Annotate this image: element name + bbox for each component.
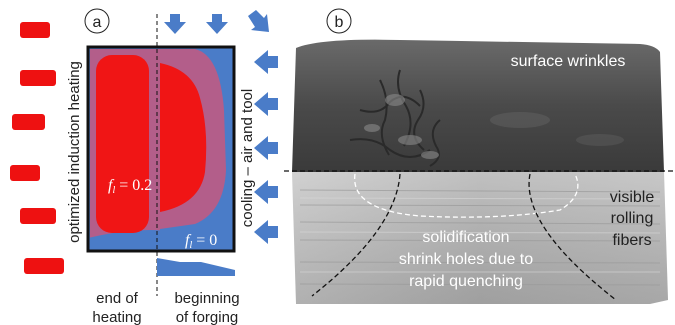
coil-block [10, 165, 40, 181]
rolling-fibers [299, 189, 661, 286]
coil-block [20, 22, 50, 38]
panel-a-label-circle [84, 8, 110, 34]
coil-block [20, 208, 56, 224]
left-arrow-icon [254, 220, 278, 244]
rolling-fibers-label-3: fibers [612, 232, 651, 249]
billet-bottom-wave [88, 230, 234, 251]
cooling-side-label: cooling – air and tool [239, 89, 256, 227]
panel-a: a fl = 0.2 [10, 8, 278, 325]
fraction-core-label: fl = 0.2 [108, 177, 152, 196]
rolling-fibers-label-1: visible [610, 189, 655, 206]
panel-b-label-circle [326, 8, 352, 34]
coil-block [12, 114, 45, 130]
down-arrow-icon [206, 14, 228, 34]
left-arrow-icon [254, 92, 278, 116]
forging-up-arrow-icon [157, 258, 235, 276]
panel-a-label: a [93, 14, 102, 31]
billet-outline [86, 45, 236, 253]
caption-end-of-heating-2: heating [92, 309, 141, 325]
shrink-holes-label-1: solidification [422, 229, 509, 246]
heating-side-label: optimized induction heating [66, 61, 83, 243]
liquid-core-right [160, 63, 207, 212]
billet-photo-top [292, 39, 664, 172]
surface-wrinkles-label: surface wrinkles [511, 53, 626, 70]
coil-block [24, 258, 64, 274]
diag-arrow-icon [248, 10, 269, 32]
panel-b-label: b [335, 14, 344, 31]
shrink-holes-label-2: shrink holes due to [399, 251, 533, 268]
left-arrow-icon [254, 50, 278, 74]
rolling-fibers-label-2: rolling [611, 210, 654, 227]
caption-beginning-of-forging-2: of forging [176, 309, 239, 325]
left-arrow-icon [254, 136, 278, 160]
panel-b: b surface wrinkles visible rolling fiber… [282, 8, 675, 325]
contour-left [311, 173, 401, 297]
fraction-edge-label: fl = 0 [185, 232, 217, 251]
induction-coils [10, 22, 64, 274]
left-arrow-icon [254, 180, 278, 204]
down-arrow-icon [164, 14, 186, 34]
right-cooling-arrows [254, 50, 278, 244]
shrink-hole-outline [354, 173, 579, 218]
caption-end-of-heating-1: end of [96, 290, 139, 307]
shrink-holes-label-3: rapid quenching [409, 273, 523, 290]
caption-beginning-of-forging-1: beginning [174, 290, 239, 307]
coil-block [20, 70, 56, 86]
liquid-core-left [96, 55, 149, 233]
surface-highlights [364, 94, 624, 159]
top-cooling-arrows [164, 10, 269, 34]
contour-right [528, 173, 617, 301]
